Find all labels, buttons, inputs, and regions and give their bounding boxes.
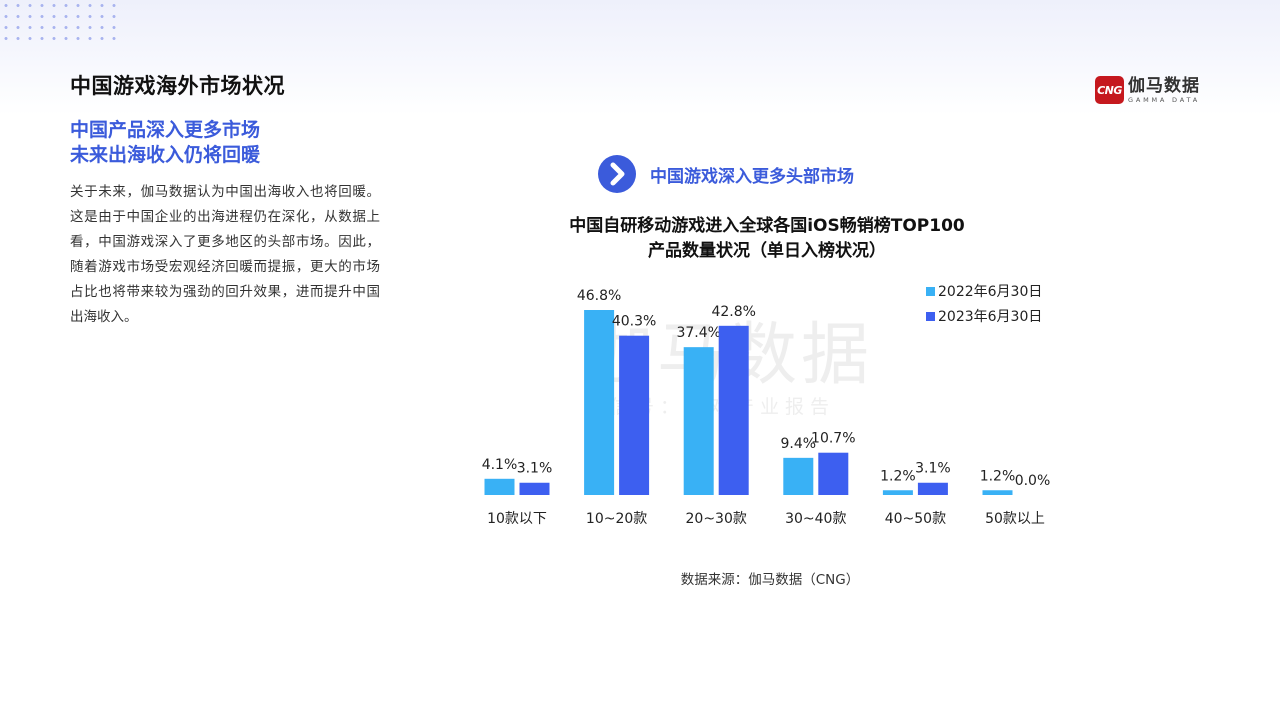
body-paragraph: 关于未来，伽马数据认为中国出海收入也将回暖。这是由于中国企业的出海进程仍在深化，…: [70, 184, 380, 325]
category-label-1: 10~20款: [586, 511, 647, 527]
legend-swatch-2023: [926, 312, 935, 321]
data-label-2023-1: 40.3%: [612, 314, 656, 330]
category-label-3: 30~40款: [785, 511, 846, 527]
headline-line-2: 未来出海收入仍将回暖: [70, 144, 261, 166]
category-label-0: 10款以下: [487, 511, 547, 527]
logo-text: 伽马数据 GAMMA DATA: [1128, 75, 1200, 104]
bar-2022-3: [783, 457, 814, 495]
section-label: 中国游戏深入更多头部市场: [650, 166, 854, 187]
legend-swatch-2022: [926, 287, 935, 296]
bar-2023-1: [619, 335, 650, 495]
data-label-2022-3: 9.4%: [781, 436, 817, 452]
bar-2023-3: [818, 452, 849, 495]
decorative-dot-pattern: [0, 0, 120, 46]
logo-en-name: GAMMA DATA: [1128, 95, 1200, 104]
bar-2022-4: [882, 490, 913, 495]
logo-cn-name: 伽马数据: [1128, 75, 1200, 96]
bar-2022-5: [982, 490, 1013, 495]
bar-2023-4: [917, 482, 948, 495]
category-label-4: 40~50款: [885, 511, 946, 527]
bar-2023-0: [519, 482, 550, 495]
logo-mark: CNG: [1095, 76, 1124, 104]
legend-label-2023: 2023年6月30日: [938, 309, 1042, 325]
data-label-2023-5: 0.0%: [1015, 473, 1051, 489]
chevron-right-icon: [598, 155, 636, 193]
data-label-2022-1: 46.8%: [577, 288, 621, 304]
data-label-2023-3: 10.7%: [811, 431, 855, 447]
section-header: 中国游戏深入更多头部市场: [598, 155, 854, 193]
legend-label-2022: 2022年6月30日: [938, 284, 1042, 300]
data-label-2023-4: 3.1%: [915, 461, 951, 477]
bar-2022-1: [584, 310, 615, 495]
bar-2022-2: [683, 347, 714, 495]
data-label-2022-5: 1.2%: [980, 468, 1016, 484]
page-title: 中国游戏海外市场状况: [70, 74, 285, 98]
category-label-5: 50款以上: [985, 511, 1045, 527]
chart-title-line-1: 中国自研移动游戏进入全球各国iOS畅销榜TOP100: [569, 216, 965, 236]
chart-title: 中国自研移动游戏进入全球各国iOS畅销榜TOP100 产品数量状况（单日入榜状况…: [517, 214, 1017, 264]
data-label-2022-0: 4.1%: [482, 457, 518, 473]
headline-line-1: 中国产品深入更多市场: [70, 119, 261, 141]
data-label-2023-0: 3.1%: [517, 461, 553, 477]
data-label-2023-2: 42.8%: [711, 304, 755, 320]
data-label-2022-4: 1.2%: [880, 468, 916, 484]
data-source: 数据来源：伽马数据（CNG）: [680, 572, 860, 588]
category-label-2: 20~30款: [686, 511, 747, 527]
bar-2023-2: [718, 325, 749, 495]
bar-2022-0: [484, 478, 515, 495]
headline: 中国产品深入更多市场 未来出海收入仍将回暖: [70, 118, 260, 168]
chart-title-line-2: 产品数量状况（单日入榜状况）: [648, 241, 886, 261]
data-label-2022-2: 37.4%: [676, 325, 720, 341]
brand-logo: CNG 伽马数据 GAMMA DATA: [1095, 76, 1200, 104]
